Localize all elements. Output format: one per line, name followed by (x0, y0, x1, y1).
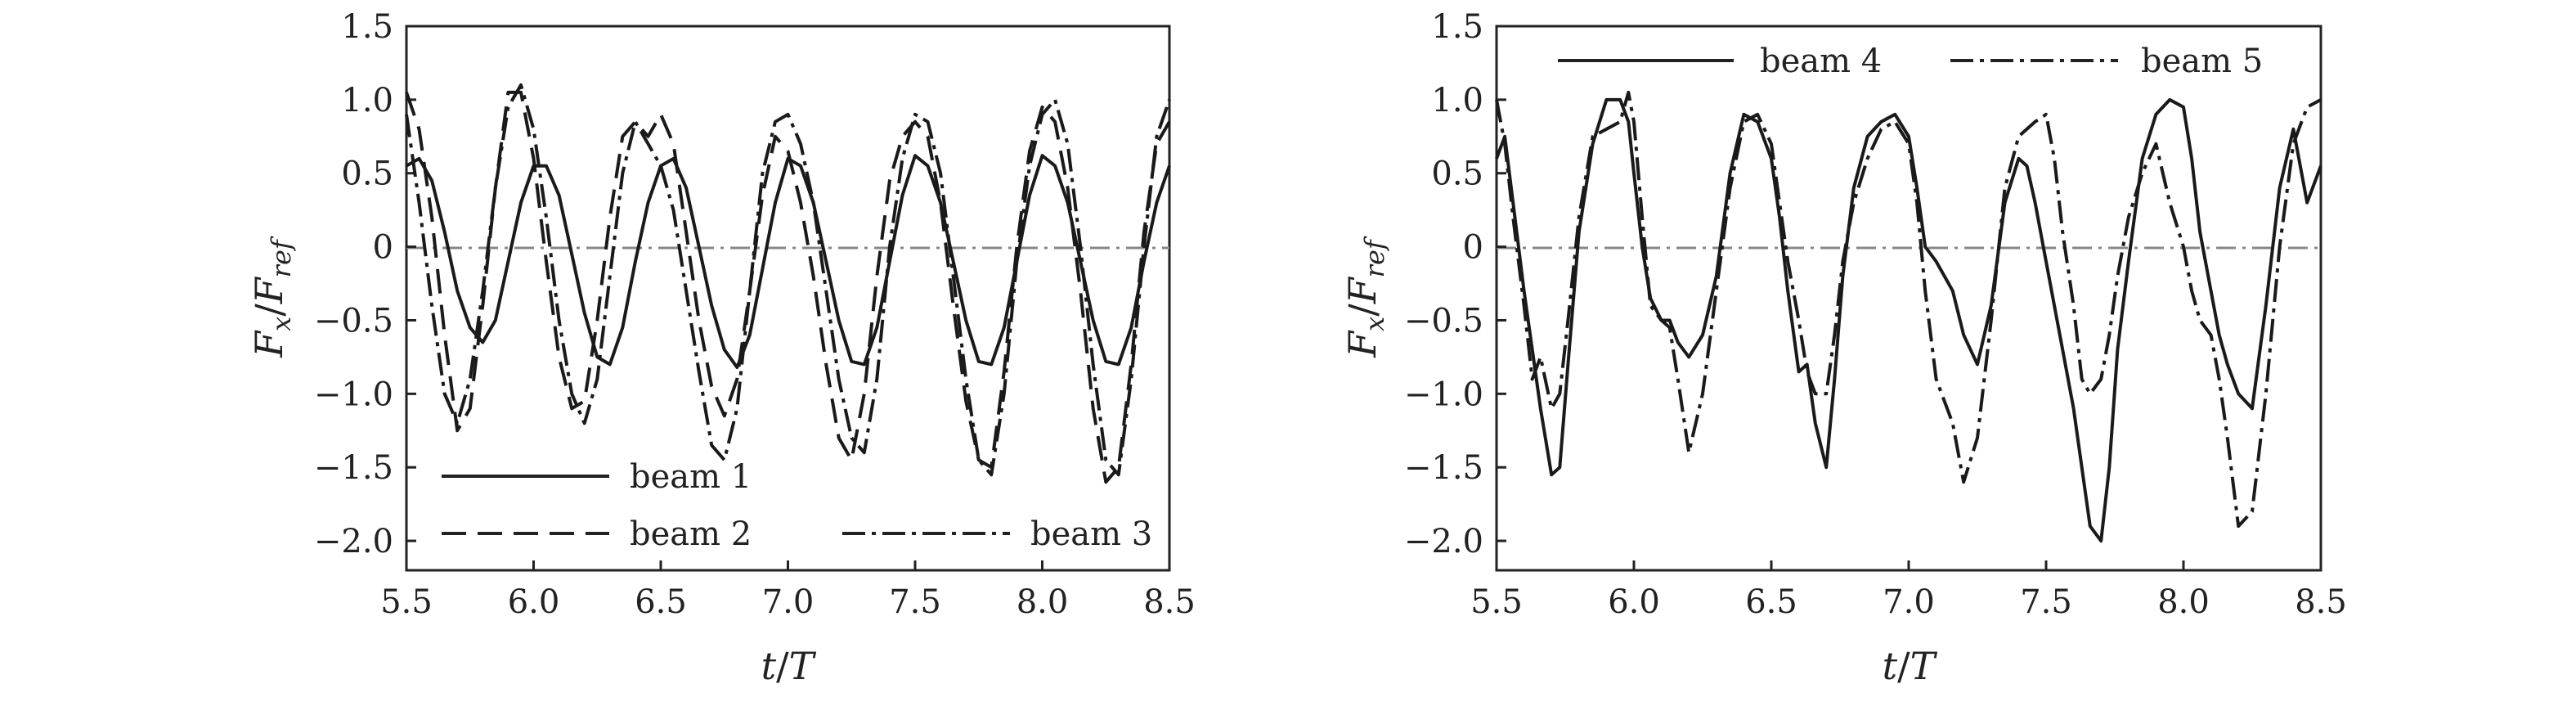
series-line-beam-1 (406, 154, 1171, 369)
x-tick-label: 5.5 (380, 583, 433, 621)
y-label-num: F (247, 330, 291, 358)
y-tick-label: 1.5 (341, 8, 393, 46)
y-label-den: F (1340, 276, 1384, 304)
y-tick-label: −2.0 (1404, 523, 1483, 560)
right-panel: 5.5 6.0 6.5 7.0 7.5 8.0 8.5 1.5 1.0 0.5 0 −0.5 −1.0… (1340, 8, 2347, 688)
y-label-num-sub: x (1359, 317, 1390, 331)
y-tick-label: −1.5 (314, 449, 393, 487)
y-tick-label: 0 (373, 229, 393, 267)
x-tick-label: 6.0 (1608, 583, 1660, 621)
y-tick-label: −1.0 (314, 376, 393, 413)
y-label-den-sub: ref (266, 236, 297, 277)
y-tick-label: −1.0 (1404, 376, 1483, 413)
x-label-sep: / (776, 644, 789, 688)
plot-frame (1495, 25, 2322, 572)
y-label-sep: / (247, 304, 291, 317)
x-tick-label: 8.5 (2295, 583, 2347, 621)
y-label-num-sub: x (266, 317, 297, 331)
series-line-beam-3 (405, 83, 1171, 477)
series-layer (1495, 90, 2322, 543)
x-label-den: T (789, 644, 817, 688)
y-label-num: F (1340, 330, 1384, 358)
y-tick-label: −1.5 (1404, 449, 1483, 487)
x-label-main: t (1883, 644, 1898, 688)
y-tick-label: 0.5 (1431, 155, 1483, 193)
y-axis-label: Fx/Fref (247, 236, 297, 358)
series-line-beam-4 (1495, 97, 2322, 543)
y-label-sep: / (1340, 304, 1384, 317)
x-tick-label: 8.5 (1143, 583, 1196, 621)
x-axis-label: t/T (761, 644, 817, 688)
y-tick-label: −0.5 (1404, 302, 1483, 340)
legend-label-beam-2: beam 2 (630, 515, 752, 553)
x-axis: 5.5 6.0 6.5 7.0 7.5 8.0 8.5 (1470, 560, 2347, 621)
plot-frame (405, 25, 1171, 572)
x-tick-label: 6.5 (635, 583, 687, 621)
legend-label-beam-4: beam 4 (1760, 43, 1882, 80)
legend: beam 4 beam 5 (1558, 43, 2263, 80)
x-tick-label: 7.5 (889, 583, 941, 621)
series-layer (405, 83, 1171, 484)
x-tick-label: 7.5 (2020, 583, 2072, 621)
y-label-den: F (247, 276, 291, 304)
legend-label-beam-5: beam 5 (2141, 43, 2263, 80)
x-tick-label: 8.0 (1016, 583, 1069, 621)
y-label-den-sub: ref (1359, 236, 1390, 277)
series-line-beam-2 (405, 90, 1171, 484)
y-tick-label: −2.0 (314, 523, 393, 560)
y-tick-label: 0.5 (341, 155, 393, 193)
y-tick-label: 1.5 (1431, 8, 1483, 46)
y-tick-label: −0.5 (314, 302, 393, 340)
y-tick-label: 0 (1463, 229, 1483, 267)
y-axis: 1.5 1.0 0.5 0 −0.5 −1.0 −1.5 −2.0 (314, 8, 416, 560)
y-tick-label: 1.0 (341, 82, 393, 119)
x-tick-label: 7.0 (762, 583, 815, 621)
series-line-beam-5 (1495, 90, 2322, 529)
x-tick-label: 8.0 (2157, 583, 2210, 621)
legend-label-beam-1: beam 1 (630, 458, 752, 496)
x-tick-label: 6.0 (508, 583, 560, 621)
x-tick-label: 6.5 (1745, 583, 1797, 621)
x-label-den: T (1910, 644, 1938, 688)
x-axis-label: t/T (1883, 644, 1938, 688)
x-tick-label: 7.0 (1883, 583, 1935, 621)
y-tick-label: 1.0 (1431, 82, 1483, 119)
y-axis-label: Fx/Fref (1340, 236, 1390, 358)
x-tick-label: 5.5 (1470, 583, 1523, 621)
left-panel: 5.5 6.0 6.5 7.0 7.5 8.0 8.5 1.5 1.0 0.5 0 −0.5 −1.0… (247, 8, 1196, 688)
x-label-sep: / (1897, 644, 1910, 688)
x-label-main: t (761, 644, 777, 688)
legend-label-beam-3: beam 3 (1030, 515, 1152, 553)
x-axis: 5.5 6.0 6.5 7.0 7.5 8.0 8.5 (380, 560, 1196, 621)
legend: beam 1 beam 2 beam 3 (442, 458, 1152, 553)
y-axis: 1.5 1.0 0.5 0 −0.5 −1.0 −1.5 −2.0 (1404, 8, 1506, 560)
